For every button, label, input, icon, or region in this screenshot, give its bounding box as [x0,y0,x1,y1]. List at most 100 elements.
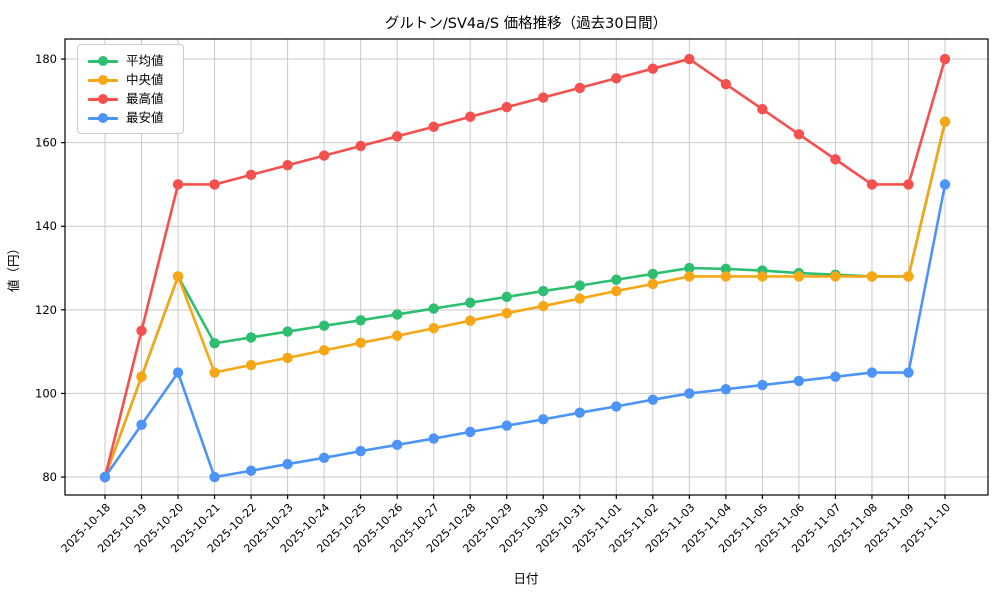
data-point [501,291,512,303]
data-point [355,445,366,457]
data-point [538,414,549,425]
data-point [245,465,257,476]
data-point [757,104,768,115]
data-point [757,271,768,282]
data-point [391,330,403,341]
data-point [501,307,512,319]
data-point [318,150,330,161]
data-point [538,285,549,297]
data-point [720,271,732,282]
data-point [538,300,549,312]
data-point [391,439,403,451]
data-point [939,179,951,190]
data-point [428,323,439,334]
data-point [465,315,476,326]
data-point [611,285,622,297]
data-point [866,367,878,378]
data-point [939,116,951,127]
data-point [355,337,366,349]
data-point [684,271,695,282]
data-point [574,280,585,291]
legend-item: 最高値 [78,89,183,108]
data-point [318,452,330,464]
data-point [209,338,220,349]
data-point [136,325,147,336]
y-axis-label: 値（円） [6,242,21,292]
data-point [720,78,732,90]
data-point [720,263,732,275]
data-point [647,278,659,290]
data-point [391,309,403,320]
series-line [103,57,947,479]
legend-label: 中央値 [126,72,164,87]
data-point [465,111,476,122]
data-point [611,73,622,84]
data-point [903,367,914,378]
data-point [172,367,184,378]
data-point [245,359,257,371]
data-point [172,179,184,190]
legend-label: 最高値 [126,91,164,106]
series-平均値 [99,116,951,483]
data-point [391,131,403,142]
data-point [830,154,841,165]
data-point [355,140,366,152]
series-line [103,120,947,479]
legend-item: 中央値 [78,70,183,89]
data-point [209,179,220,190]
y-tick-label: 180 [35,52,57,66]
data-point [611,401,622,412]
data-point [757,379,768,391]
data-point [355,315,366,326]
legend-label: 平均値 [126,53,164,68]
data-point [245,332,257,343]
data-point [428,433,439,444]
data-series [99,53,951,483]
data-point [501,101,512,113]
y-tick-label: 160 [35,136,57,150]
data-point [830,271,841,282]
data-point [684,388,695,399]
legend-line-marker-icon [88,74,118,86]
data-point [866,179,878,190]
legend-label: 最安値 [126,110,164,125]
legend-line-marker-icon [88,93,118,105]
series-line [103,183,947,479]
data-point [684,262,695,274]
data-point [830,371,841,382]
grid-lines [65,39,988,495]
series-中央値 [99,116,951,483]
data-point [318,345,330,356]
data-point [574,293,585,304]
data-point [465,426,476,438]
data-point [282,458,293,470]
data-point [538,92,549,103]
chart-legend: 平均値中央値最高値最安値 [77,44,184,134]
x-axis-label: 日付 [513,571,538,586]
series-最安値 [99,179,951,483]
plot-border [64,38,989,496]
data-point [136,419,147,430]
data-point [428,121,439,132]
data-point [647,268,659,280]
series-最高値 [99,53,951,483]
data-point [903,179,914,190]
data-point [611,274,622,285]
data-point [282,352,293,364]
data-point [574,407,585,418]
data-point [465,297,476,308]
legend-line-marker-icon [88,112,118,124]
legend-item: 最安値 [78,108,183,127]
y-tick-label: 120 [35,303,57,317]
y-tick-label: 80 [42,470,57,484]
y-tick-label: 140 [35,219,57,233]
data-point [209,471,220,483]
chart-title: グルトン/SV4a/S 価格推移（過去30日間） [385,15,667,32]
data-point [647,394,659,405]
data-point [793,129,805,140]
legend-item: 平均値 [78,51,183,70]
data-point [866,271,878,282]
data-point [647,63,659,74]
data-point [209,367,220,378]
